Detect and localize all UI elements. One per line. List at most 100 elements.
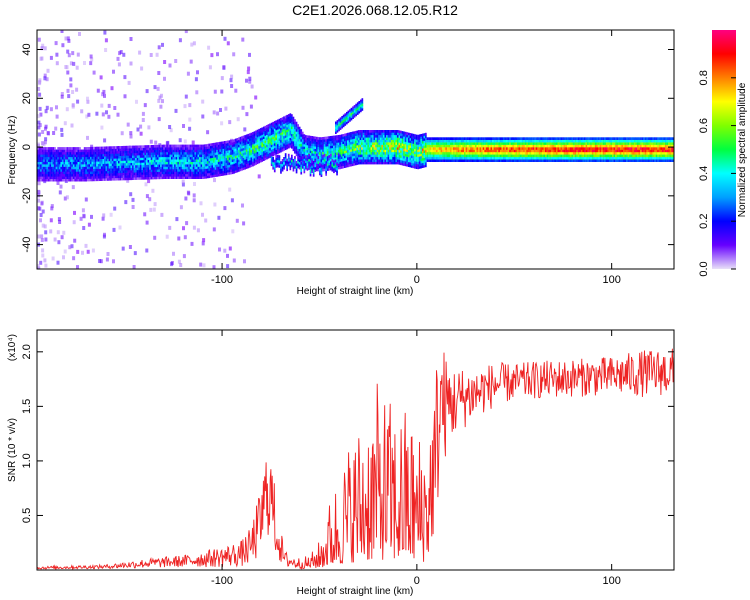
- spectrogram-cell: [521, 137, 524, 140]
- spectrogram-cell: [164, 154, 167, 158]
- spectrogram-cell: [65, 156, 67, 160]
- spectrogram-cell: [147, 147, 150, 151]
- spectrogram-cell: [487, 137, 490, 140]
- spectrogram-cell: [287, 114, 290, 117]
- spectrogram-cell: [521, 144, 524, 148]
- spectrogram-cell: [161, 169, 164, 172]
- spectrogram-cell: [166, 176, 168, 179]
- spectrogram-cell: [370, 159, 373, 162]
- spectrogram-cell: [91, 154, 94, 157]
- spectrogram-cell: [392, 154, 394, 158]
- spectrogram-cell: [214, 162, 217, 165]
- spectrogram-cell: [107, 146, 109, 150]
- spectrogram-cell: [325, 136, 327, 140]
- spectrogram-cell: [60, 159, 63, 162]
- spectrogram-cell: [258, 133, 260, 137]
- spectrogram-cell: [587, 151, 589, 155]
- spectrogram-cell: [333, 140, 335, 144]
- spectrogram-cell: [375, 147, 377, 150]
- spectrogram-cell: [172, 147, 175, 150]
- spectrogram-cell: [144, 150, 147, 153]
- spectrogram-cell: [538, 144, 541, 148]
- spectrogram-cell: [291, 143, 293, 147]
- spectrogram-cell: [58, 173, 61, 177]
- spectrogram-cell: [442, 151, 444, 155]
- spectrogram-cell: [110, 160, 112, 164]
- spectrogram-cell: [250, 157, 253, 160]
- spectrogram-cell: [91, 171, 94, 174]
- spectrogram-cell: [205, 171, 207, 174]
- spectrogram-cell: [244, 152, 246, 155]
- spectrogram-cell: [77, 159, 80, 162]
- spectrogram-cell: [337, 149, 340, 153]
- spectrogram-cell: [397, 142, 399, 145]
- spectrogram-cell: [301, 143, 304, 147]
- spectrogram-cell: [314, 151, 317, 154]
- spectrogram-cell: [258, 146, 260, 149]
- spectrogram-cell: [219, 163, 221, 167]
- spectrogram-cell: [105, 175, 108, 179]
- speckle-cell: [87, 222, 91, 227]
- spectrogram-cell: [97, 175, 100, 179]
- spectrogram-cell: [370, 154, 373, 158]
- spectrogram-cell: [238, 149, 240, 153]
- spectrogram-cell: [280, 149, 282, 153]
- spectrogram-cell: [504, 139, 507, 143]
- spectrogram-cell: [345, 133, 348, 136]
- spectrogram-cell: [68, 173, 70, 177]
- spectrogram-cell: [295, 133, 298, 137]
- spectrogram-cell: [248, 138, 251, 141]
- spectrogram-cell: [277, 126, 279, 130]
- spectrogram-cell: [292, 141, 295, 144]
- spectrogram-cell: [149, 154, 151, 158]
- spectrogram-cell: [55, 159, 58, 162]
- spectrogram-cell: [401, 131, 404, 134]
- spectrogram-cell: [576, 151, 578, 155]
- spectrogram-cell: [144, 172, 147, 175]
- spectrogram-cell: [322, 149, 324, 152]
- spectrogram-cell: [576, 139, 578, 143]
- spectrogram-cell: [153, 147, 156, 151]
- spectrogram-cell: [49, 171, 52, 175]
- spectrogram-cell: [252, 151, 254, 155]
- spectrogram-cell: [41, 171, 44, 175]
- spectrogram-cell: [417, 142, 419, 145]
- spectrogram-cell: [526, 149, 528, 153]
- spectrogram-cell: [40, 161, 42, 165]
- spectrogram-cell: [169, 166, 172, 170]
- spectrogram-cell: [192, 161, 195, 165]
- spectrogram-cell: [350, 154, 352, 157]
- spectrogram-cell: [242, 162, 245, 166]
- spectrogram-cell: [543, 144, 546, 148]
- spectrogram-cell: [197, 173, 200, 177]
- spectrogram-cell: [208, 143, 211, 147]
- spectrogram-cell: [457, 159, 460, 162]
- speckle-cell: [149, 139, 153, 144]
- spectrogram-cell: [189, 176, 192, 179]
- spectrogram-cell: [139, 174, 142, 178]
- spectrogram-cell: [291, 128, 293, 132]
- spectrogram-cell: [521, 151, 524, 155]
- speckle-cell: [193, 182, 196, 186]
- spectrogram-cell: [495, 154, 497, 158]
- spectrogram-cell: [225, 157, 228, 161]
- spectrogram-cell: [80, 176, 83, 179]
- spectrogram-cell: [359, 137, 362, 140]
- spectrogram-cell: [351, 143, 354, 147]
- spectrogram-cell: [487, 156, 490, 160]
- spectrogram-cell: [135, 177, 137, 180]
- spectrogram-cell: [534, 149, 536, 153]
- spectrogram-cell: [172, 173, 175, 177]
- spectrogram-cell: [253, 163, 256, 166]
- spectrogram-cell: [160, 154, 162, 158]
- spectrogram-cell: [367, 137, 370, 140]
- spectrogram-cell: [65, 166, 67, 170]
- spectrogram-cell: [287, 116, 290, 120]
- spectrogram-cell: [175, 159, 178, 162]
- spectrogram-cell: [348, 142, 351, 145]
- spectrogram-cell: [172, 176, 175, 179]
- spectrogram-cell: [114, 158, 117, 161]
- spectrogram-cell: [152, 171, 154, 175]
- spectrogram-cell: [49, 159, 52, 162]
- spectrogram-cell: [336, 137, 338, 141]
